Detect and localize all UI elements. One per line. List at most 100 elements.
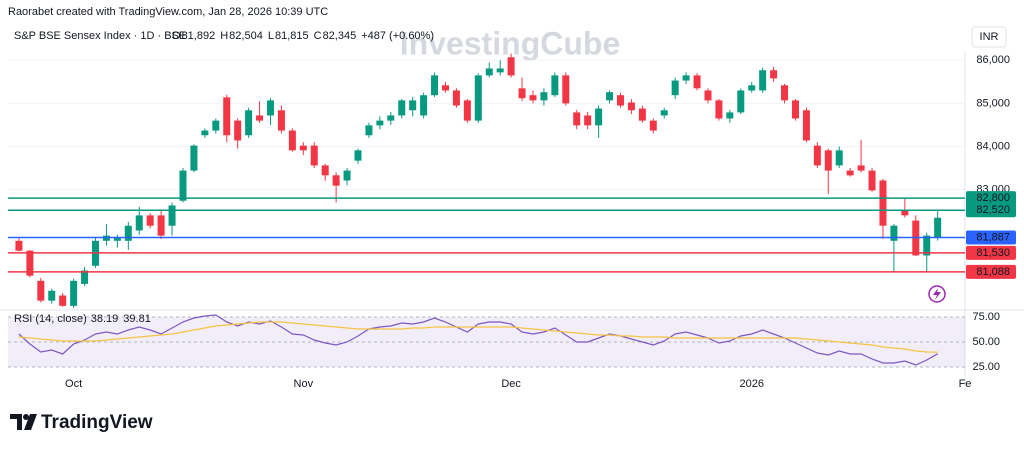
candle-body [332, 175, 340, 186]
candle-body [223, 97, 231, 136]
symbol: S&P BSE Sensex Index · 1D · BSE [14, 30, 186, 42]
candle-body [890, 225, 898, 241]
level-tag [966, 264, 1016, 279]
candle-body [124, 225, 132, 241]
rsi-value: 39.81 [123, 313, 151, 325]
candle-body [573, 112, 581, 126]
candle-body [781, 85, 789, 101]
candle-body [70, 280, 78, 306]
level-label: 82,800 [976, 192, 1010, 204]
currency: INR [980, 31, 999, 43]
currency-box [971, 26, 1007, 48]
level-tag [966, 203, 1016, 218]
candle-body [540, 92, 548, 101]
x-tick-label: Dec [501, 378, 521, 390]
candle-body [835, 150, 843, 166]
candle-body [387, 115, 395, 121]
candle-body [256, 115, 264, 121]
ohlc-value: 81,892 [182, 30, 216, 42]
candle-body [26, 250, 34, 276]
candle-body [168, 205, 176, 226]
candle-body [212, 120, 220, 131]
candle-body [15, 240, 23, 251]
candle-body [748, 85, 756, 91]
candle-body [923, 235, 931, 256]
candle-body [682, 75, 690, 81]
x-tick-label: Fe [959, 378, 972, 390]
candle-body [288, 130, 296, 151]
candle-body [901, 210, 909, 216]
candle-body [201, 130, 209, 136]
candle-body [616, 95, 624, 106]
candle-body [671, 80, 679, 96]
y-tick-label: 75.00 [972, 311, 1000, 323]
candle-body [48, 290, 56, 301]
candle-body [179, 170, 187, 201]
rsi-value: 38.19 [91, 313, 119, 325]
candle-body [135, 215, 143, 231]
candle-body [245, 110, 253, 136]
candle-body [802, 110, 810, 141]
candle-body [715, 100, 723, 119]
candle-body [266, 100, 274, 116]
level-tag [966, 230, 1016, 245]
logo-dot [23, 414, 29, 420]
candle-body [824, 150, 832, 171]
candle-body [791, 100, 799, 119]
ohlc-value: 82,504 [229, 30, 263, 42]
footer-logo [10, 414, 37, 430]
event-icon[interactable] [928, 285, 946, 303]
candle-body [846, 170, 854, 176]
candle-body [584, 115, 592, 126]
candle-body [496, 68, 504, 73]
candle-body [343, 170, 351, 181]
rsi-line [18, 321, 938, 353]
y-tick-label: 25.00 [972, 361, 1000, 373]
candle-body [813, 145, 821, 166]
candle-body [420, 95, 428, 116]
candle-body [507, 57, 515, 76]
candle-body [595, 108, 603, 126]
ohlc-change: +487 (+0.60%) [361, 30, 434, 42]
attribution: Raorabet created with TradingView.com, J… [8, 6, 328, 18]
candle-body [868, 170, 876, 191]
candle-body [354, 150, 362, 161]
logo-mark [24, 414, 37, 430]
ohlc-label: O [172, 30, 181, 42]
rsi-title: RSI (14, close) [14, 313, 87, 325]
candle-body [321, 165, 329, 176]
candle-body [693, 75, 701, 89]
ohlc-value: 81,815 [275, 30, 309, 42]
candle-body [485, 68, 493, 76]
candle-body [562, 75, 570, 104]
candle-body [737, 90, 745, 113]
candle-body [770, 70, 778, 79]
candle-body [299, 145, 307, 151]
ohlc-legend: O 81,892 H 82,504 L 81,815 C 82,345 +487 (+0.60%… [172, 30, 434, 42]
candle-body [649, 120, 657, 131]
candle-body [638, 108, 646, 121]
ohlc-value: 82,345 [323, 30, 357, 42]
x-tick-label: Nov [294, 378, 314, 390]
candle-body [518, 88, 526, 99]
rsi-band [8, 317, 965, 367]
candle-body [365, 125, 373, 136]
y-tick-label: 86,000 [976, 54, 1010, 66]
watermark: InvestingCube [400, 25, 620, 61]
candle-body [234, 120, 242, 141]
ohlc-label: H [220, 30, 228, 42]
logo-mark [10, 414, 22, 430]
candle-body [463, 100, 471, 121]
candle-body [310, 145, 318, 166]
candle-body [113, 237, 121, 241]
event-bolt [933, 288, 941, 300]
candle-body [146, 215, 154, 226]
x-tick-label: 2026 [739, 378, 763, 390]
candle-body [409, 100, 417, 111]
candle-body [627, 102, 635, 111]
candle-body [529, 95, 537, 101]
candle-body [857, 165, 865, 171]
candle-body [879, 180, 887, 226]
candle-body [157, 215, 165, 236]
